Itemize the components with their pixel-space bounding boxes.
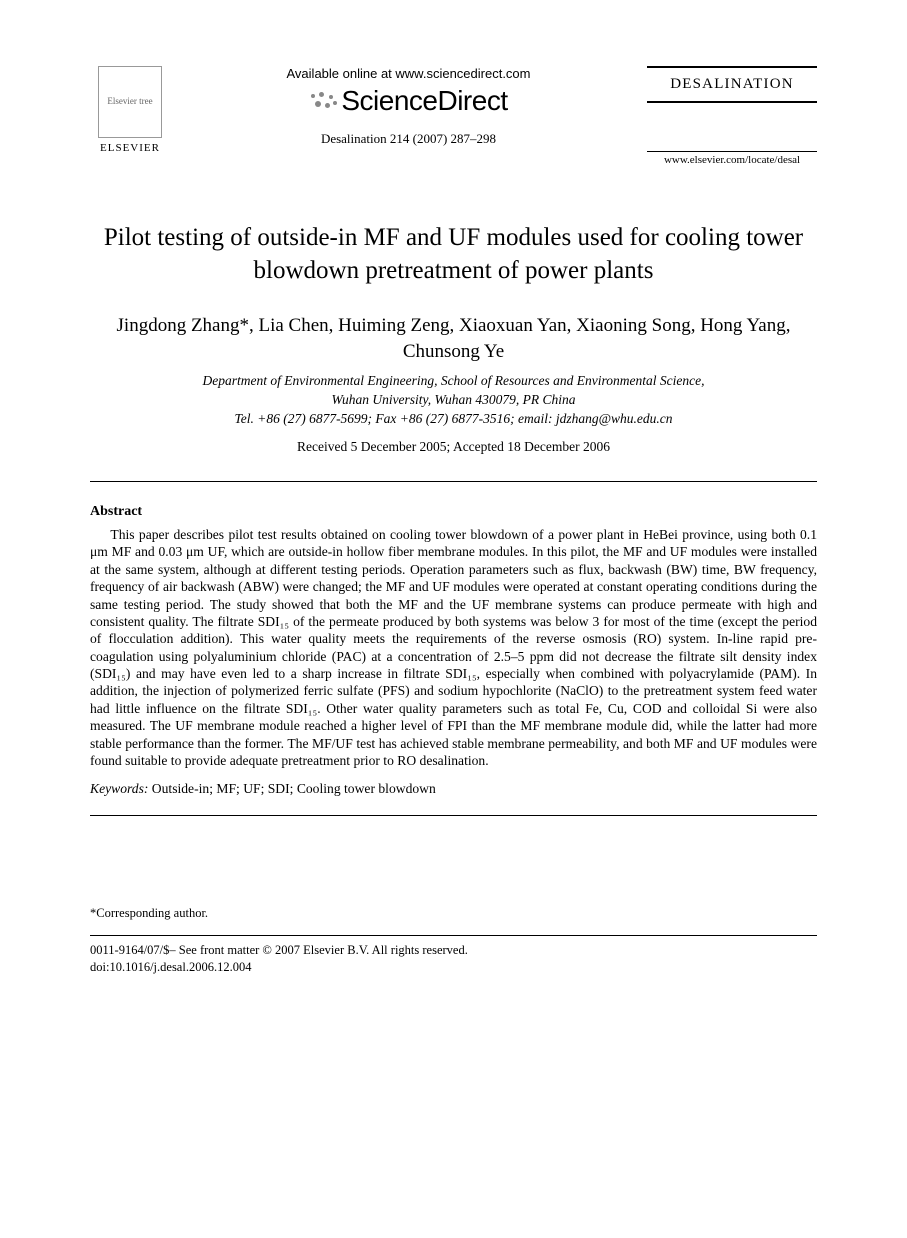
abstract-section: Abstract This paper describes pilot test…	[90, 504, 817, 797]
page: Elsevier tree ELSEVIER Available online …	[0, 0, 907, 1238]
abstract-body: This paper describes pilot test results …	[90, 526, 817, 769]
journal-block: DESALINATION www.elsevier.com/locate/des…	[647, 66, 817, 166]
journal-name: DESALINATION	[647, 66, 817, 103]
footer: 0011-9164/07/$– See front matter © 2007 …	[90, 935, 817, 976]
affiliation-line-1: Department of Environmental Engineering,…	[90, 372, 817, 391]
keywords-text: Outside-in; MF; UF; SDI; Cooling tower b…	[148, 781, 435, 796]
copyright-line: 0011-9164/07/$– See front matter © 2007 …	[90, 942, 817, 959]
sciencedirect-logo: ScienceDirect	[180, 85, 637, 117]
publisher-block: Elsevier tree ELSEVIER	[90, 66, 170, 154]
doi-line: doi:10.1016/j.desal.2006.12.004	[90, 959, 817, 976]
divider-bottom	[90, 815, 817, 816]
elsevier-tree-icon: Elsevier tree	[98, 66, 162, 138]
affiliation-line-2: Wuhan University, Wuhan 430079, PR China	[90, 391, 817, 410]
affiliation-line-3: Tel. +86 (27) 6877-5699; Fax +86 (27) 68…	[90, 410, 817, 429]
corresponding-author-note: *Corresponding author.	[90, 906, 817, 921]
sciencedirect-dots-icon	[309, 92, 339, 114]
keywords-line: Keywords: Outside-in; MF; UF; SDI; Cooli…	[90, 781, 817, 797]
header-row: Elsevier tree ELSEVIER Available online …	[90, 66, 817, 166]
publisher-label: ELSEVIER	[90, 142, 170, 154]
affiliation: Department of Environmental Engineering,…	[90, 372, 817, 429]
sciencedirect-text: ScienceDirect	[341, 85, 507, 116]
article-dates: Received 5 December 2005; Accepted 18 De…	[90, 439, 817, 455]
divider-top	[90, 481, 817, 482]
abstract-heading: Abstract	[90, 504, 817, 520]
center-header: Available online at www.sciencedirect.co…	[170, 66, 647, 147]
article-title: Pilot testing of outside-in MF and UF mo…	[90, 222, 817, 287]
available-online-text: Available online at www.sciencedirect.co…	[180, 66, 637, 81]
keywords-label: Keywords:	[90, 781, 148, 796]
citation-text: Desalination 214 (2007) 287–298	[180, 131, 637, 147]
journal-url: www.elsevier.com/locate/desal	[647, 151, 817, 166]
authors-list: Jingdong Zhang*, Lia Chen, Huiming Zeng,…	[90, 313, 817, 364]
